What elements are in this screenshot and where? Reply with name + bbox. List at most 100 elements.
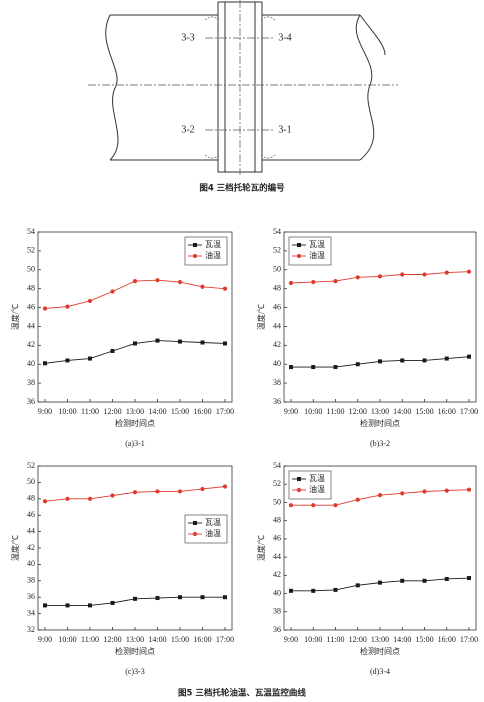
- x-tick-label: 12:00: [103, 407, 121, 416]
- y-tick-label: 42: [273, 340, 281, 349]
- marker: [223, 341, 227, 346]
- chart: 36 38 40 42 44 46 48 50 52 54 9:00 10:00 11:00 12:00 1…: [10, 227, 234, 448]
- marker: [333, 279, 338, 284]
- x-tick-label: 15:00: [415, 407, 433, 416]
- legend-marker: [192, 531, 198, 537]
- x-tick-label: 14:00: [393, 635, 411, 644]
- y-tick-label: 36: [273, 397, 281, 406]
- y-tick-label: 50: [27, 477, 35, 486]
- y-tick-label: 46: [27, 510, 35, 519]
- x-tick-label: 16:00: [438, 407, 456, 416]
- y-tick-label: 42: [27, 543, 35, 552]
- break-right: [355, 14, 375, 161]
- y-tick-label: 44: [273, 321, 281, 330]
- y-tick-label: 34: [27, 608, 35, 617]
- legend-label: 油温: [309, 484, 325, 494]
- legend-label: 瓦温: [205, 240, 221, 249]
- marker: [178, 339, 182, 344]
- x-tick-label: 13:00: [126, 407, 144, 416]
- legend-label: 油温: [205, 250, 221, 260]
- y-tick-label: 44: [27, 321, 35, 330]
- marker: [400, 491, 405, 496]
- series-line: [44, 279, 226, 309]
- marker: [377, 274, 383, 279]
- x-tick-label: 9:00: [38, 635, 52, 644]
- break-left: [105, 14, 119, 161]
- marker: [422, 358, 427, 363]
- marker: [133, 341, 137, 346]
- y-tick-label: 48: [27, 494, 35, 503]
- leader-lines: [205, 37, 275, 131]
- marker: [289, 588, 293, 593]
- marker: [65, 496, 70, 501]
- marker: [355, 275, 360, 280]
- y-tick-label: 54: [273, 227, 281, 236]
- legend-label: 瓦温: [309, 474, 325, 483]
- x-tick-label: 9:00: [284, 407, 298, 416]
- y-tick-label: 40: [27, 359, 35, 368]
- x-tick-label: 10:00: [304, 407, 322, 416]
- marker: [444, 488, 449, 493]
- marker: [65, 304, 70, 309]
- legend-box: [288, 470, 332, 500]
- marker: [178, 595, 182, 600]
- y-tick-label: 50: [27, 265, 35, 274]
- x-tick-label: 13:00: [371, 635, 389, 644]
- wheel-inner: [224, 2, 256, 172]
- marker: [155, 278, 160, 283]
- x-tick-label: 14:00: [393, 407, 411, 416]
- x-tick-label: 14:00: [148, 407, 166, 416]
- marker: [378, 359, 382, 364]
- marker: [311, 365, 316, 370]
- legend-marker: [297, 477, 301, 481]
- marker: [289, 365, 293, 370]
- y-tick-label: 52: [27, 461, 35, 470]
- y-axis-label: 温度/℃: [256, 535, 266, 561]
- marker: [155, 596, 160, 601]
- y-tick-label: 38: [273, 378, 281, 387]
- y-tick-label: 48: [27, 283, 35, 292]
- x-tick-label: 12:00: [103, 635, 121, 644]
- legend-label: 油温: [309, 250, 325, 260]
- x-axis-label: 检测时间点: [360, 418, 400, 428]
- chart: 32 34 36 38 40 42 44 46 48 50 52 9:00 10:00 11:00 12:0…: [10, 461, 234, 676]
- y-tick-label: 46: [273, 302, 281, 311]
- marker: [355, 583, 360, 588]
- x-tick-label: 10:00: [58, 635, 76, 644]
- marker: [43, 603, 47, 608]
- marker: [311, 588, 316, 593]
- marker: [378, 580, 382, 585]
- marker: [200, 595, 205, 600]
- y-tick-label: 38: [27, 576, 35, 585]
- y-tick-label: 44: [27, 526, 35, 535]
- marker: [110, 349, 115, 353]
- shaft-diagram: 3-3 3-4 3-2 3-1: [88, 0, 398, 175]
- x-tick-label: 10:00: [304, 635, 322, 644]
- marker: [467, 576, 471, 581]
- marker: [288, 503, 294, 508]
- legend-label: 瓦温: [309, 240, 325, 249]
- marker: [333, 365, 338, 370]
- y-tick-label: 42: [27, 340, 35, 349]
- shell-label: 3-4: [278, 32, 291, 43]
- y-axis-label: 温度/℃: [256, 304, 266, 330]
- y-tick-label: 40: [273, 588, 281, 597]
- marker: [177, 279, 183, 285]
- marker: [311, 503, 316, 508]
- marker: [400, 358, 405, 363]
- y-tick-label: 46: [27, 302, 35, 311]
- marker: [400, 578, 405, 583]
- break-right-2: [359, 14, 386, 56]
- marker: [377, 493, 383, 498]
- y-tick-label: 38: [273, 607, 281, 616]
- marker: [466, 269, 472, 274]
- y-tick-label: 36: [27, 592, 35, 601]
- legend-marker: [297, 243, 301, 247]
- x-axis-label: 检测时间点: [115, 646, 155, 656]
- figure-caption: 图5 三档托轮油温、瓦温监控曲线: [178, 688, 306, 699]
- marker: [444, 576, 449, 581]
- marker: [444, 270, 449, 275]
- x-tick-label: 16:00: [438, 635, 456, 644]
- subcaption: (d)3-4: [370, 667, 390, 676]
- marker: [200, 340, 205, 345]
